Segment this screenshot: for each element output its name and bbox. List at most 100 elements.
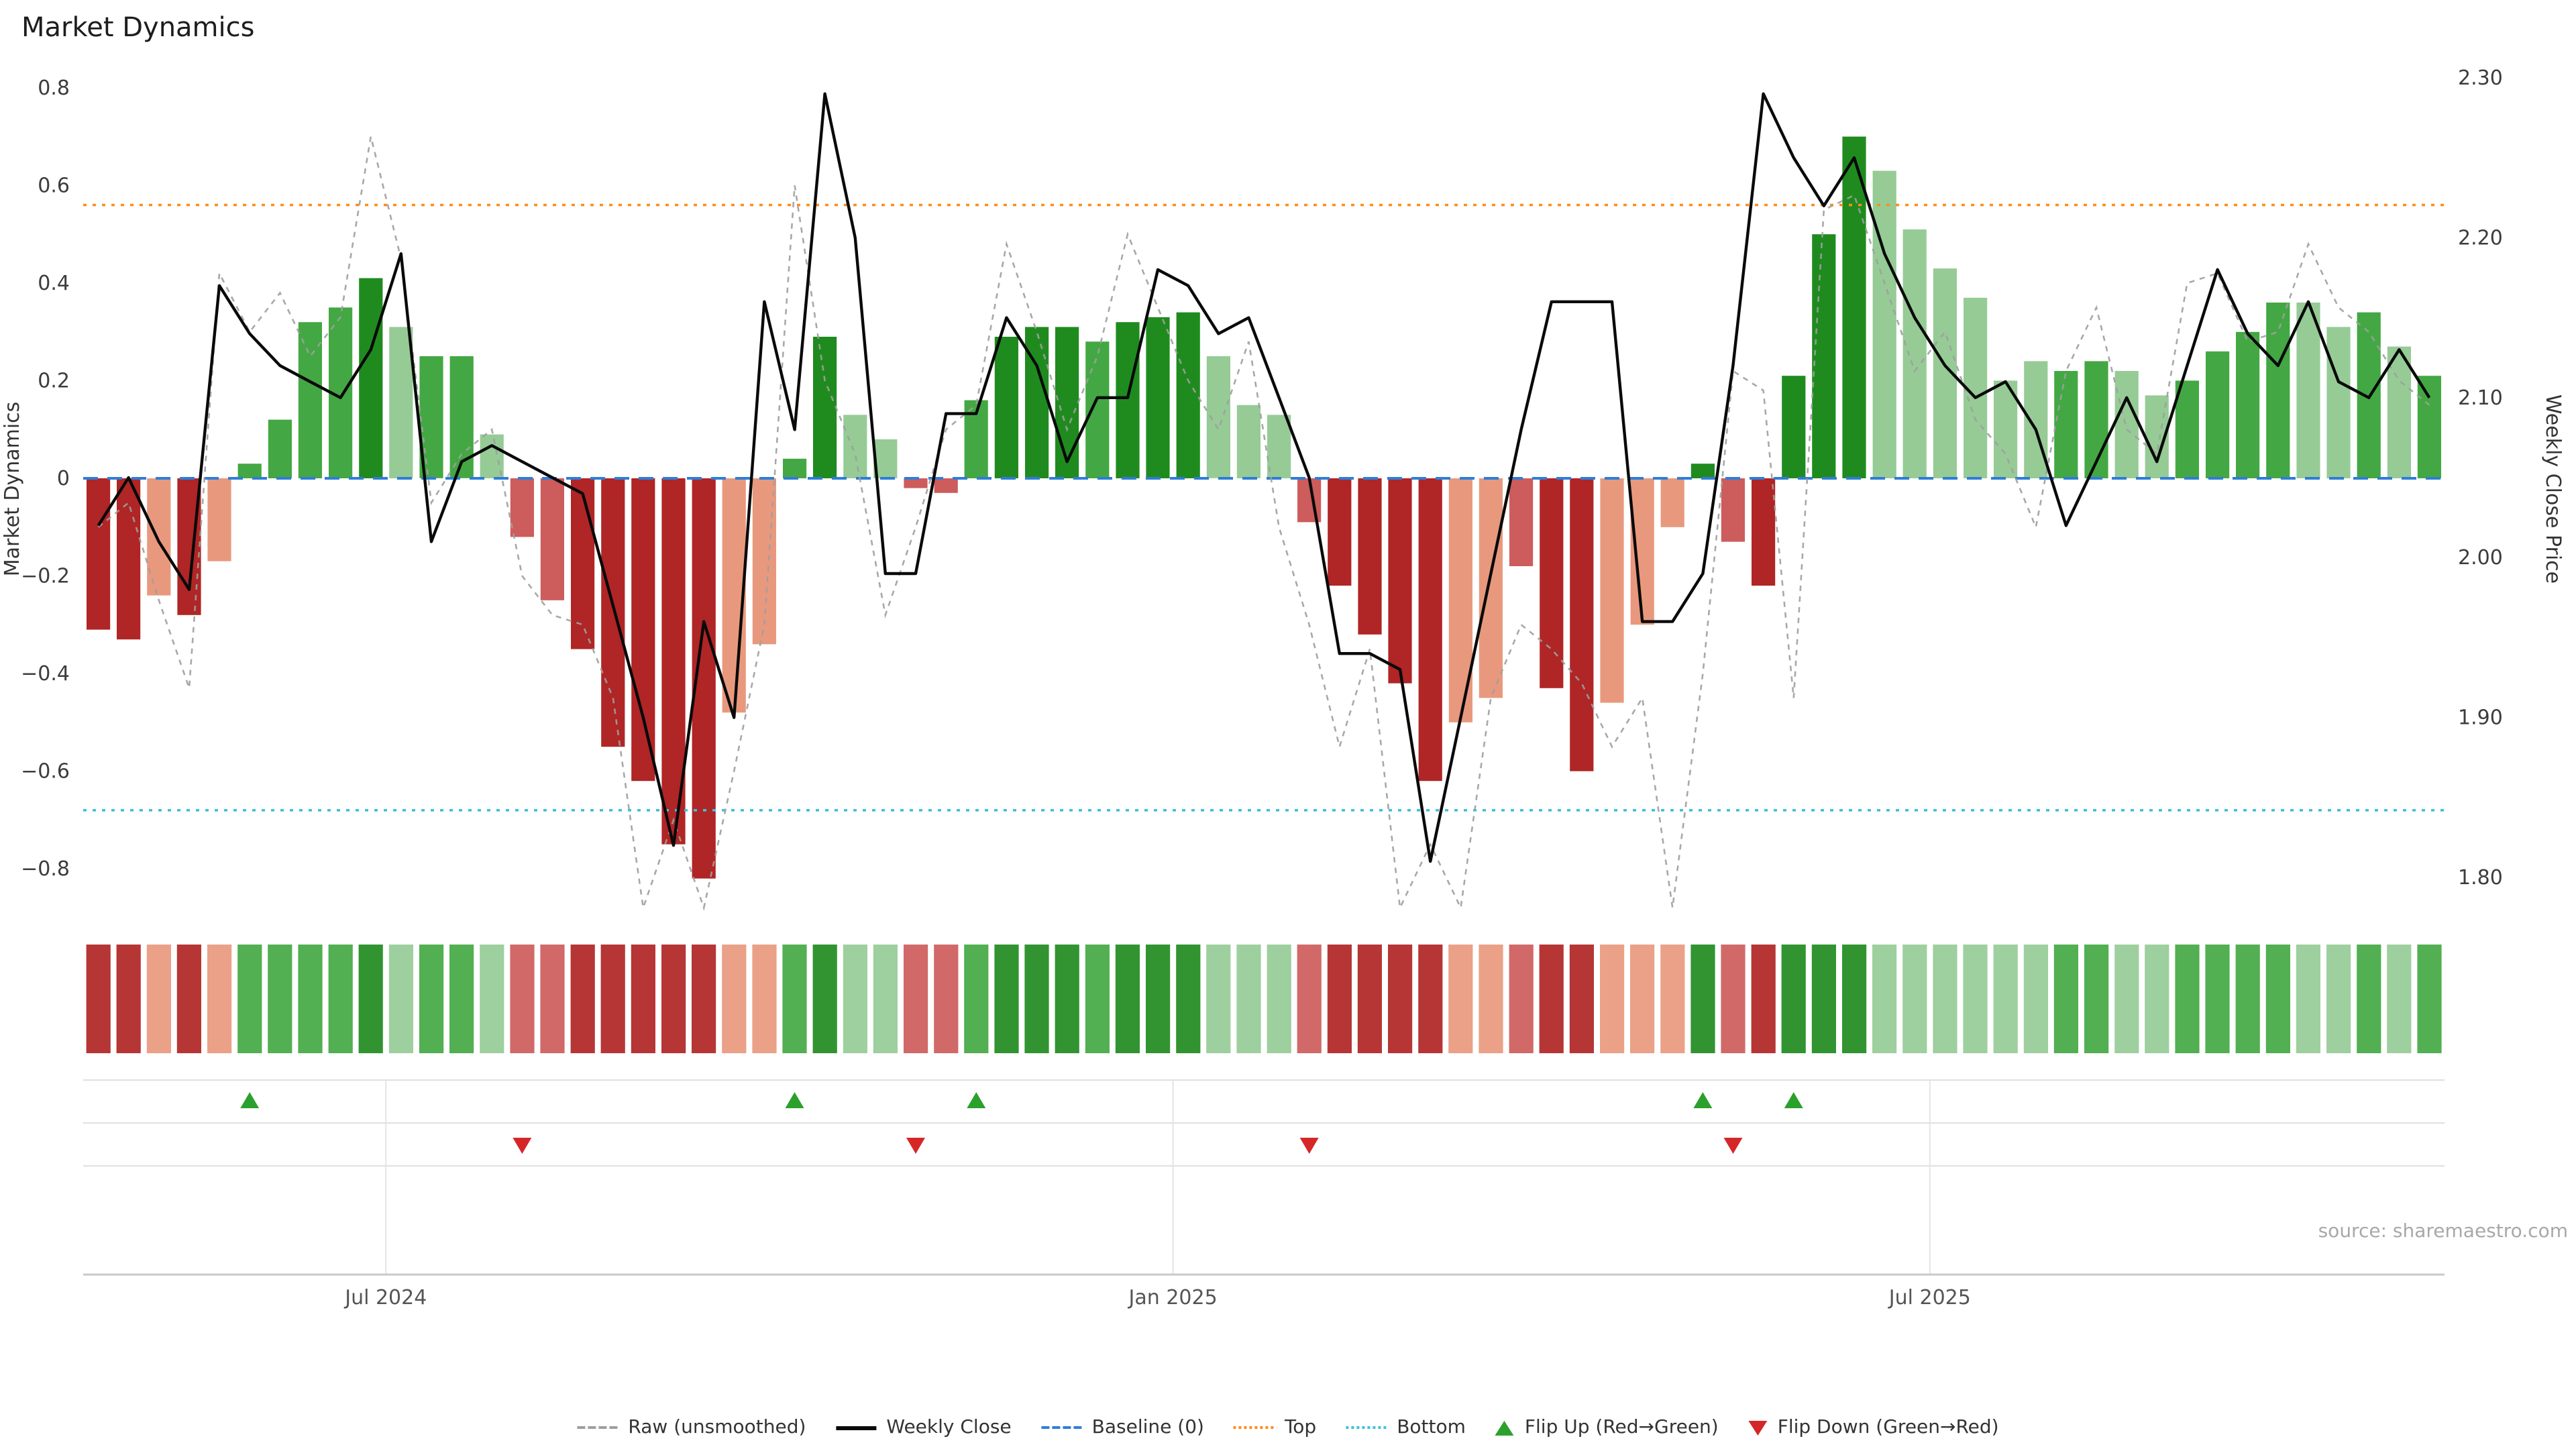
bar <box>2114 371 2139 478</box>
top-line-icon <box>1233 1426 1274 1429</box>
heatmap-cell <box>2265 945 2290 1053</box>
legend-label-bottom: Bottom <box>1397 1417 1466 1438</box>
flip-down-triangle-icon <box>1748 1420 1767 1435</box>
legend-item-top: Top <box>1233 1417 1317 1438</box>
heatmap-cell <box>964 945 989 1053</box>
bar <box>2266 303 2290 478</box>
heatmap-cell <box>1388 945 1413 1053</box>
heatmap-cell <box>146 945 171 1053</box>
flip-up-marker <box>240 1092 260 1108</box>
marker-panel-grid <box>83 1079 2445 1276</box>
flip-up-triangle-icon <box>1495 1420 1514 1435</box>
left-axis-title: Market Dynamics <box>1 402 24 577</box>
heatmap-cell <box>2053 945 2078 1053</box>
heatmap-cell <box>207 945 232 1053</box>
bar <box>1267 415 1291 478</box>
bar <box>1418 478 1442 782</box>
heatmap-cell <box>1872 945 1897 1053</box>
bar <box>1448 478 1472 722</box>
legend-item-baseline: Baseline (0) <box>1040 1417 1204 1438</box>
bar <box>449 356 474 478</box>
heatmap-cell <box>1569 945 1594 1053</box>
heatmap-cell <box>1630 945 1655 1053</box>
x-tick-label: Jul 2024 <box>343 1286 427 1309</box>
left-tick-label: 0.4 <box>38 272 70 295</box>
heatmap-cell <box>2023 945 2048 1053</box>
legend: Raw (unsmoothed) Weekly Close Baseline (… <box>577 1417 1999 1438</box>
bar <box>2206 351 2230 478</box>
heatmap-cell <box>1660 945 1685 1053</box>
heatmap-cell <box>358 945 383 1053</box>
heatmap-cell <box>812 945 837 1053</box>
bar <box>1055 327 1079 478</box>
heatmap-strip <box>86 945 2442 1053</box>
legend-item-bottom: Bottom <box>1346 1417 1466 1438</box>
heatmap-cell <box>268 945 292 1053</box>
heatmap-cell <box>449 945 474 1053</box>
bar <box>1752 478 1776 586</box>
heatmap-cell <box>1236 945 1261 1053</box>
heatmap-cell <box>2084 945 2109 1053</box>
heatmap-cell <box>1721 945 1746 1053</box>
x-tick-label: Jul 2025 <box>1888 1286 1971 1309</box>
bar <box>268 419 292 478</box>
heatmap-cell <box>1448 945 1473 1053</box>
legend-item-raw: Raw (unsmoothed) <box>577 1417 806 1438</box>
heatmap-cell <box>692 945 716 1053</box>
bar <box>117 478 141 640</box>
heatmap-cell <box>2387 945 2412 1053</box>
flip-up-marker <box>967 1092 986 1108</box>
raw-line-icon <box>577 1426 618 1429</box>
chart-title: Market Dynamics <box>21 11 255 43</box>
bar <box>1902 229 1927 478</box>
heatmap-cell <box>2114 945 2139 1053</box>
heatmap-cell <box>540 945 565 1053</box>
bar <box>540 478 564 600</box>
bar <box>2175 380 2199 478</box>
bar <box>87 478 111 630</box>
heatmap-cell <box>1690 945 1715 1053</box>
heatmap-cell <box>388 945 413 1053</box>
heatmap-cell <box>722 945 747 1053</box>
legend-item-flip-down: Flip Down (Green→Red) <box>1748 1417 1999 1438</box>
heatmap-cell <box>1327 945 1352 1053</box>
bar <box>1176 312 1200 478</box>
bar <box>601 478 625 747</box>
bar <box>2296 303 2320 478</box>
left-tick-label: 0.2 <box>38 369 70 392</box>
heatmap-cell <box>1176 945 1201 1053</box>
heatmap-cell <box>510 945 535 1053</box>
bar <box>1328 478 1352 586</box>
legend-item-flip-up: Flip Up (Red→Green) <box>1495 1417 1719 1438</box>
heatmap-cell <box>1842 945 1867 1053</box>
flip-up-marker <box>1693 1092 1713 1108</box>
legend-label-flip-down: Flip Down (Green→Red) <box>1777 1417 1999 1438</box>
heatmap-cell <box>994 945 1019 1053</box>
bar <box>359 278 383 478</box>
left-tick-label: −0.4 <box>21 662 70 686</box>
legend-label-raw: Raw (unsmoothed) <box>628 1417 806 1438</box>
heatmap-cell <box>1115 945 1140 1053</box>
heatmap-cell <box>1600 945 1625 1053</box>
flip-down-marker <box>906 1138 926 1154</box>
right-tick-label: 1.90 <box>2458 706 2503 730</box>
flip-down-marker <box>1299 1138 1319 1154</box>
baseline-line-icon <box>1040 1426 1081 1429</box>
bar <box>843 415 867 478</box>
bar <box>1630 478 1654 625</box>
bar <box>813 337 837 478</box>
right-tick-label: 1.80 <box>2458 866 2503 890</box>
heatmap-cell <box>1206 945 1231 1053</box>
bar <box>2387 346 2411 478</box>
legend-label-top: Top <box>1284 1417 1317 1438</box>
bar <box>1690 464 1715 478</box>
bar <box>1358 478 1382 635</box>
left-tick-label: 0.8 <box>38 76 70 100</box>
bar <box>2236 331 2260 478</box>
right-tick-label: 2.20 <box>2458 226 2503 250</box>
heatmap-cell <box>298 945 323 1053</box>
left-tick-label: −0.8 <box>21 857 70 881</box>
heatmap-cell <box>480 945 504 1053</box>
bar <box>1236 405 1260 478</box>
